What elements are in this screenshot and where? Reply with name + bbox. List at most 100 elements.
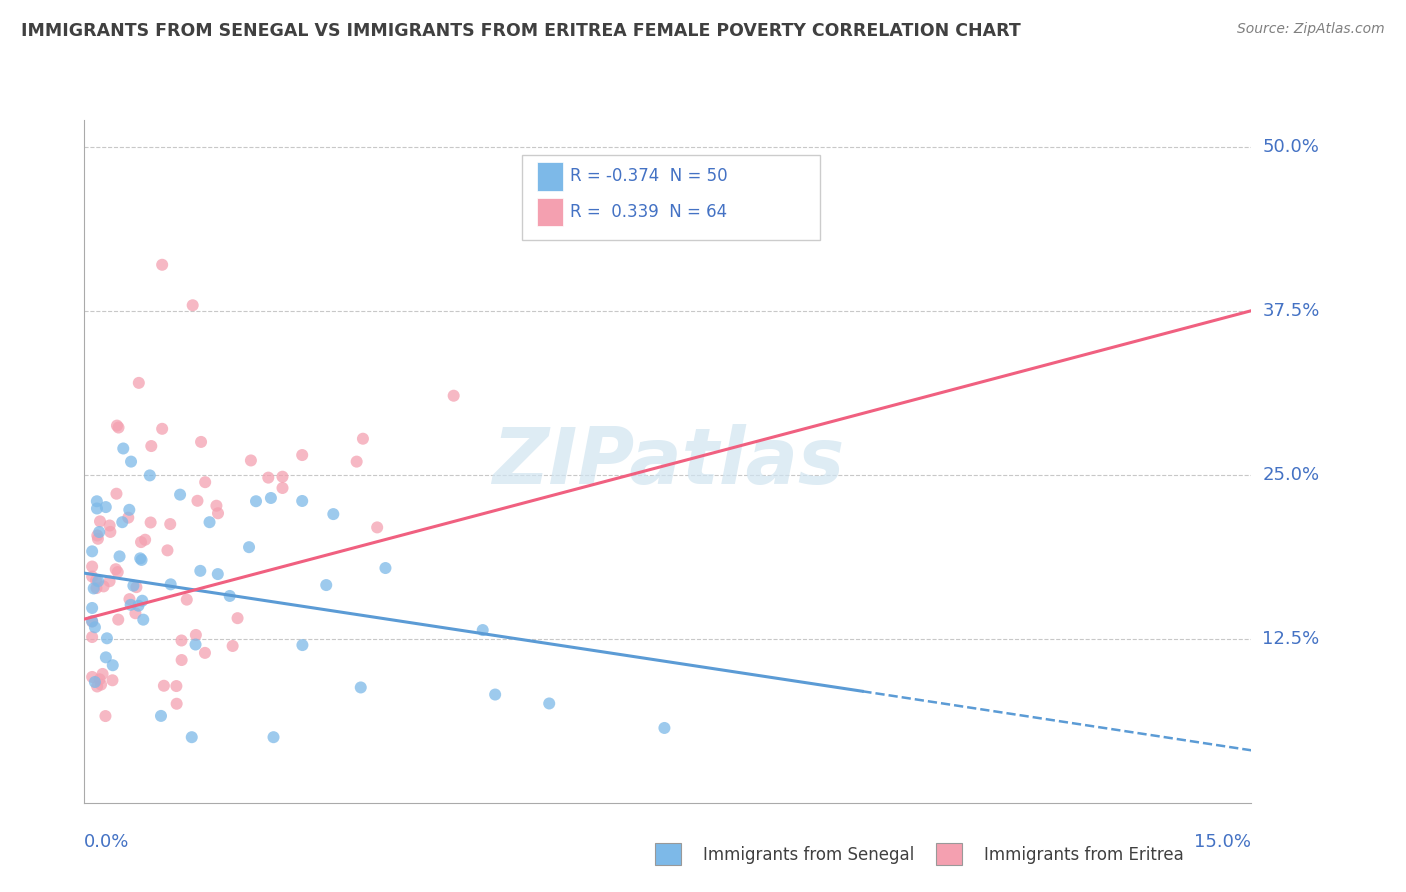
Point: [82, 559, 104, 574]
Point: [132, 613, 155, 627]
Point: [134, 533, 156, 547]
Point: [84, 675, 107, 690]
Point: [94, 500, 117, 514]
Point: [156, 543, 179, 558]
Point: [186, 493, 208, 508]
Point: [139, 468, 162, 483]
Point: [654, 721, 676, 735]
Point: [89, 514, 111, 528]
Point: [205, 499, 228, 513]
Point: [150, 258, 173, 272]
Point: [94, 650, 117, 665]
Point: [125, 580, 148, 594]
Point: [184, 628, 207, 642]
Point: [86, 528, 108, 542]
Point: [82, 569, 104, 583]
Point: [291, 638, 314, 652]
Text: 0.0%: 0.0%: [84, 833, 129, 851]
Point: [221, 639, 243, 653]
Point: [238, 540, 260, 554]
Point: [90, 677, 112, 691]
Point: [239, 453, 262, 467]
Point: [104, 562, 127, 576]
Point: [111, 515, 134, 529]
Point: [127, 599, 149, 613]
Point: [181, 298, 204, 312]
Point: [322, 507, 344, 521]
Point: [188, 564, 211, 578]
Text: Source: ZipAtlas.com: Source: ZipAtlas.com: [1237, 22, 1385, 37]
Text: 50.0%: 50.0%: [1263, 137, 1319, 156]
Point: [166, 697, 188, 711]
Point: [118, 503, 141, 517]
Point: [82, 615, 104, 629]
Text: R = -0.374  N = 50: R = -0.374 N = 50: [569, 168, 727, 186]
Point: [84, 574, 107, 588]
Point: [194, 475, 217, 490]
Point: [107, 613, 129, 627]
Point: [350, 681, 373, 695]
Point: [82, 630, 104, 644]
Point: [105, 486, 128, 500]
Point: [291, 494, 314, 508]
Text: ZIPatlas: ZIPatlas: [492, 424, 844, 500]
Point: [128, 376, 150, 390]
Point: [170, 653, 193, 667]
Point: [346, 454, 368, 469]
Point: [98, 574, 121, 589]
Point: [94, 709, 117, 723]
Point: [86, 501, 108, 516]
Point: [263, 730, 285, 744]
Point: [82, 670, 104, 684]
Point: [112, 442, 135, 456]
Text: Immigrants from Senegal: Immigrants from Senegal: [703, 846, 914, 863]
Point: [89, 524, 111, 539]
Point: [82, 615, 104, 629]
Point: [91, 667, 114, 681]
Point: [129, 551, 152, 566]
Point: [82, 544, 104, 558]
Point: [184, 638, 207, 652]
Point: [118, 592, 141, 607]
Point: [366, 520, 388, 534]
Point: [315, 578, 337, 592]
Point: [108, 549, 131, 564]
Point: [190, 434, 212, 449]
Point: [153, 679, 176, 693]
Point: [170, 633, 193, 648]
Point: [98, 518, 121, 533]
Point: [120, 454, 142, 469]
Point: [257, 470, 280, 484]
Point: [86, 494, 108, 508]
Point: [471, 623, 494, 637]
Point: [176, 592, 198, 607]
Point: [84, 620, 107, 634]
Bar: [537, 162, 562, 191]
Point: [139, 516, 162, 530]
Point: [198, 515, 221, 529]
Point: [122, 579, 145, 593]
Point: [129, 535, 152, 549]
Point: [87, 574, 110, 589]
Point: [207, 567, 229, 582]
Point: [131, 553, 153, 567]
Point: [117, 510, 139, 524]
Point: [159, 577, 181, 591]
Point: [159, 517, 181, 532]
Point: [218, 589, 240, 603]
Point: [105, 418, 128, 433]
Text: 37.5%: 37.5%: [1263, 301, 1320, 319]
Point: [165, 679, 187, 693]
FancyBboxPatch shape: [522, 154, 820, 240]
Text: Immigrants from Eritrea: Immigrants from Eritrea: [984, 846, 1184, 863]
Point: [96, 632, 118, 646]
Text: R =  0.339  N = 64: R = 0.339 N = 64: [569, 202, 727, 221]
Point: [245, 494, 267, 508]
Point: [87, 532, 110, 546]
Point: [131, 593, 153, 607]
Point: [141, 439, 163, 453]
Point: [86, 581, 108, 595]
Text: 15.0%: 15.0%: [1194, 833, 1251, 851]
Point: [89, 673, 111, 687]
Point: [352, 432, 374, 446]
